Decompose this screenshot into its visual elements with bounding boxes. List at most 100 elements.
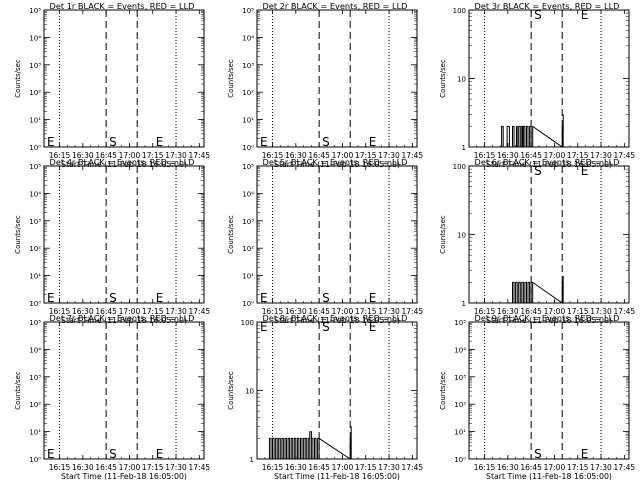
x-tick-label: 16:45 <box>520 463 542 472</box>
x-tick-label: 17:45 <box>189 307 211 316</box>
x-tick-label: 16:45 <box>308 463 330 472</box>
start-marker: S <box>534 8 542 22</box>
x-tick-label: 16:45 <box>95 151 117 160</box>
y-tick-label: 10⁰ <box>29 456 41 464</box>
end-marker: E <box>156 135 164 149</box>
x-tick-label: 17:15 <box>355 463 377 472</box>
y-tick-label: 10¹ <box>29 273 41 281</box>
x-tick-label: 17:15 <box>567 463 589 472</box>
y-tick-label: 10⁵ <box>454 319 466 327</box>
y-tick-label: 100 <box>241 319 254 327</box>
end-marker: E <box>581 8 589 22</box>
y-tick-label: 10³ <box>29 374 41 382</box>
x-tick-label: 17:15 <box>567 307 589 316</box>
y-tick-label: 10⁵ <box>242 7 254 15</box>
y-tick-label: 10⁵ <box>242 163 254 171</box>
y-axis-label: Counts/sec <box>227 59 235 98</box>
x-tick-label: 17:15 <box>142 307 164 316</box>
y-axis-label: Counts/sec <box>14 59 22 98</box>
end-marker: E <box>47 135 55 149</box>
x-tick-label: 16:30 <box>497 151 519 160</box>
x-tick-label: 16:15 <box>262 463 284 472</box>
x-tick-label: 16:45 <box>95 463 117 472</box>
x-tick-label: 17:30 <box>590 151 612 160</box>
x-tick-label: 16:15 <box>49 151 71 160</box>
x-tick-label: 17:30 <box>165 463 187 472</box>
end-marker: E <box>156 447 164 461</box>
x-tick-label: 17:30 <box>378 307 400 316</box>
y-tick-label: 10² <box>242 245 254 253</box>
x-tick-label: 17:15 <box>355 307 377 316</box>
y-tick-label: 10⁰ <box>242 144 254 152</box>
y-tick-label: 10³ <box>242 218 254 226</box>
x-tick-label: 16:30 <box>497 463 519 472</box>
events-series <box>512 275 564 304</box>
chart-title: Det 8r BLACK = Events, RED = LLD <box>263 313 408 323</box>
start-marker: S <box>534 447 542 461</box>
end-marker: E <box>47 291 55 305</box>
x-tick-label: 16:45 <box>308 307 330 316</box>
chart-title: Det 9r BLACK = Events, RED = LLD <box>475 313 620 323</box>
x-tick-label: 17:45 <box>614 463 636 472</box>
chart-title: Det 7r BLACK = Events, RED = LLD <box>50 313 195 323</box>
x-tick-label: 16:30 <box>285 307 307 316</box>
x-tick-label: 17:30 <box>590 307 612 316</box>
x-tick-label: 17:00 <box>332 463 354 472</box>
plot-frame <box>43 9 205 148</box>
x-tick-label: 16:15 <box>474 151 496 160</box>
x-tick-label: 16:15 <box>49 307 71 316</box>
x-tick-label: 17:00 <box>544 463 566 472</box>
plot-frame <box>468 321 630 460</box>
x-tick-label: 17:30 <box>378 151 400 160</box>
y-tick-label: 1 <box>462 300 466 308</box>
x-tick-label: 17:45 <box>189 463 211 472</box>
plot-frame <box>43 165 205 304</box>
y-tick-label: 100 <box>453 7 466 15</box>
x-tick-label: 16:30 <box>72 307 94 316</box>
y-tick-label: 1 <box>462 144 466 152</box>
x-tick-label: 17:00 <box>119 151 141 160</box>
chart-panel-1: Det 1r BLACK = Events, RED = LLD 16:15 16:… <box>14 1 210 169</box>
x-axis-label: Start Time (11-Feb-18 16:05:00) <box>274 472 400 480</box>
start-marker: S <box>109 135 117 149</box>
x-tick-label: 16:30 <box>285 463 307 472</box>
plot-frame <box>468 165 630 304</box>
x-tick-label: 17:30 <box>165 151 187 160</box>
end-marker: E <box>47 447 55 461</box>
x-tick-label: 16:30 <box>285 151 307 160</box>
end-marker: E <box>260 291 268 305</box>
y-tick-label: 10³ <box>242 62 254 70</box>
x-tick-label: 16:45 <box>95 307 117 316</box>
x-tick-label: 16:15 <box>49 463 71 472</box>
x-tick-label: 16:30 <box>72 463 94 472</box>
y-tick-label: 10 <box>457 232 466 240</box>
start-marker: S <box>322 320 330 334</box>
x-axis-label: Start Time (11-Feb-18 16:05:00) <box>61 160 187 169</box>
y-tick-label: 10¹ <box>242 273 254 281</box>
chart-title: Det 4r BLACK = Events, RED = LLD <box>50 157 195 167</box>
x-tick-label: 17:00 <box>544 151 566 160</box>
y-tick-label: 10⁴ <box>242 190 254 198</box>
x-tick-label: 17:45 <box>614 151 636 160</box>
x-tick-label: 16:45 <box>520 307 542 316</box>
x-tick-label: 17:30 <box>378 463 400 472</box>
y-tick-label: 10² <box>242 89 254 97</box>
y-tick-label: 10⁴ <box>29 34 41 42</box>
y-tick-label: 10⁰ <box>29 144 41 152</box>
events-series <box>268 426 352 460</box>
plot-frame <box>256 321 418 460</box>
plot-frame <box>256 165 418 304</box>
x-tick-label: 17:45 <box>402 307 424 316</box>
chart-title: Det 1r BLACK = Events, RED = LLD <box>50 1 195 11</box>
plot-frame <box>43 321 205 460</box>
x-tick-label: 17:00 <box>332 151 354 160</box>
y-axis-label: Counts/sec <box>439 59 447 98</box>
start-marker: S <box>534 164 542 178</box>
y-axis-label: Counts/sec <box>14 371 22 410</box>
x-tick-label: 17:15 <box>142 463 164 472</box>
x-axis-label: Start Time (11-Feb-18 16:05:00) <box>61 316 187 325</box>
